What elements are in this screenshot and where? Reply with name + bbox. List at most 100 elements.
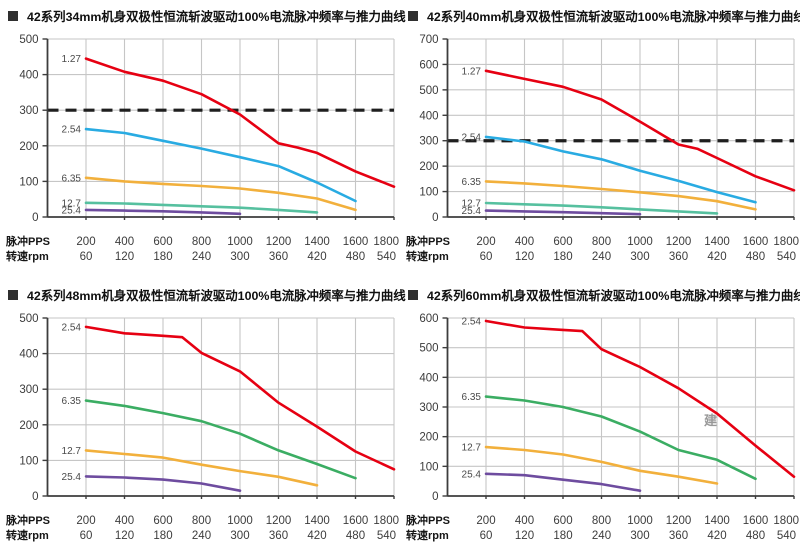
svg-text:180: 180 [153,530,172,542]
svg-text:100: 100 [419,461,438,473]
chart-panel-60mm: 42系列60mm机身双极性恒流斩波驱动100%电流脉冲频率与推力曲线 0 100 2… [400,279,800,558]
y-axis-labels: 0 100 200 300 400 500 [19,313,38,503]
series-curve-25.4 [84,208,242,216]
svg-text:400: 400 [515,236,534,248]
svg-text:60: 60 [80,251,93,263]
series-label-2.54: 2.54 [62,125,82,136]
svg-text:200: 200 [76,236,95,248]
svg-text:200: 200 [419,432,438,444]
force-curve-chart-34mm: 0 100 200 300 400 500 1.27 2.54 6.35 12.725.4 脉冲PP… [5,34,399,263]
svg-text:脉冲PPS: 脉冲PPS [5,513,50,527]
svg-text:1400: 1400 [304,515,330,527]
svg-text:200: 200 [476,515,495,527]
svg-text:200: 200 [19,141,38,153]
svg-text:600: 600 [553,515,572,527]
svg-text:120: 120 [115,530,134,542]
svg-text:100: 100 [19,455,38,467]
svg-text:600: 600 [419,59,438,71]
x-axis-row-rpm: 转速rpm 60 120 180 240 300 360 420 480 540 [406,528,796,542]
y-axis-labels: 0 100 200 300 400 500 [19,34,38,224]
svg-text:1600: 1600 [343,515,369,527]
svg-text:1600: 1600 [743,515,769,527]
series-label-2.54: 2.54 [62,322,82,333]
series-curve-2.54 [484,135,757,204]
svg-text:100: 100 [419,187,438,199]
svg-text:180: 180 [553,530,572,542]
svg-text:脉冲PPS: 脉冲PPS [405,513,450,527]
x-axis-row-pps: 脉冲PPS 200 400 600 800 1000 1200 1400 1600 1800 [5,513,399,527]
svg-text:1400: 1400 [704,515,730,527]
svg-text:600: 600 [153,515,172,527]
svg-text:1400: 1400 [304,236,330,248]
axis-tick-marks [442,317,795,499]
axis-tick-marks [442,38,795,220]
svg-text:转速rpm: 转速rpm [6,528,49,542]
svg-text:240: 240 [192,530,211,542]
svg-text:360: 360 [669,251,688,263]
series-label-6.35: 6.35 [62,173,82,184]
svg-text:300: 300 [630,530,649,542]
svg-text:600: 600 [553,236,572,248]
series-label-6.35: 6.35 [462,177,482,188]
svg-text:1200: 1200 [266,515,292,527]
svg-text:420: 420 [307,530,326,542]
svg-text:300: 300 [419,136,438,148]
svg-text:200: 200 [419,161,438,173]
svg-text:800: 800 [592,515,611,527]
series-label-6.35: 6.35 [62,396,82,407]
svg-text:120: 120 [115,251,134,263]
svg-text:1600: 1600 [743,236,769,248]
svg-text:500: 500 [19,34,38,46]
series-label-25.4: 25.4 [462,206,482,217]
axes [46,39,394,218]
svg-text:1800: 1800 [773,236,799,248]
axes [446,39,794,218]
series-label-12.7: 12.7 [62,198,82,209]
svg-text:脉冲PPS: 脉冲PPS [5,234,50,248]
svg-text:600: 600 [153,236,172,248]
chart-title-row: 42系列48mm机身双极性恒流斩波驱动100%电流脉冲频率与推力曲线 [8,286,406,304]
svg-text:0: 0 [432,491,438,503]
svg-text:60: 60 [80,530,93,542]
svg-text:120: 120 [515,530,534,542]
svg-text:400: 400 [115,236,134,248]
svg-text:1000: 1000 [627,515,653,527]
series-label-6.35: 6.35 [462,392,482,403]
x-axis-row-rpm: 转速rpm 60 120 180 240 300 360 420 480 540 [6,528,396,542]
svg-text:转速rpm: 转速rpm [406,249,449,263]
svg-text:300: 300 [419,402,438,414]
svg-text:480: 480 [746,251,765,263]
svg-text:420: 420 [707,530,726,542]
grid-lines [47,38,395,217]
svg-text:180: 180 [553,251,572,263]
svg-text:1400: 1400 [704,236,730,248]
svg-text:1800: 1800 [373,236,399,248]
svg-text:240: 240 [592,530,611,542]
series-curve-12.7 [84,201,319,214]
series-label-25.4: 25.4 [462,469,482,480]
svg-text:360: 360 [269,530,288,542]
svg-text:转速rpm: 转速rpm [406,528,449,542]
svg-text:420: 420 [707,251,726,263]
svg-text:700: 700 [419,34,438,46]
svg-text:1000: 1000 [627,236,653,248]
x-axis-row-rpm: 转速rpm 60 120 180 240 300 360 420 480 540 [406,249,796,263]
svg-text:300: 300 [19,384,38,396]
chart-title-row: 42系列60mm机身双极性恒流斩波驱动100%电流脉冲频率与推力曲线 [408,286,800,304]
svg-text:480: 480 [346,530,365,542]
series-label-1.27: 1.27 [462,66,482,77]
svg-text:400: 400 [515,515,534,527]
force-curve-chart-48mm: 0 100 200 300 400 500 2.54 6.35 12.7 25.4 脉冲PPS 200… [5,313,399,542]
series-curve-6.35 [484,180,757,211]
svg-text:1200: 1200 [666,515,692,527]
svg-text:1800: 1800 [773,515,799,527]
series-label-12.7: 12.7 [62,446,82,457]
svg-text:180: 180 [153,251,172,263]
series-label-25.4: 25.4 [62,472,82,483]
svg-text:240: 240 [592,251,611,263]
svg-text:400: 400 [19,70,38,82]
series-label-12.7: 12.7 [462,443,482,454]
chart-panel-34mm: 42系列34mm机身双极性恒流斩波驱动100%电流脉冲频率与推力曲线 0 100 2… [0,0,406,279]
svg-text:480: 480 [746,530,765,542]
